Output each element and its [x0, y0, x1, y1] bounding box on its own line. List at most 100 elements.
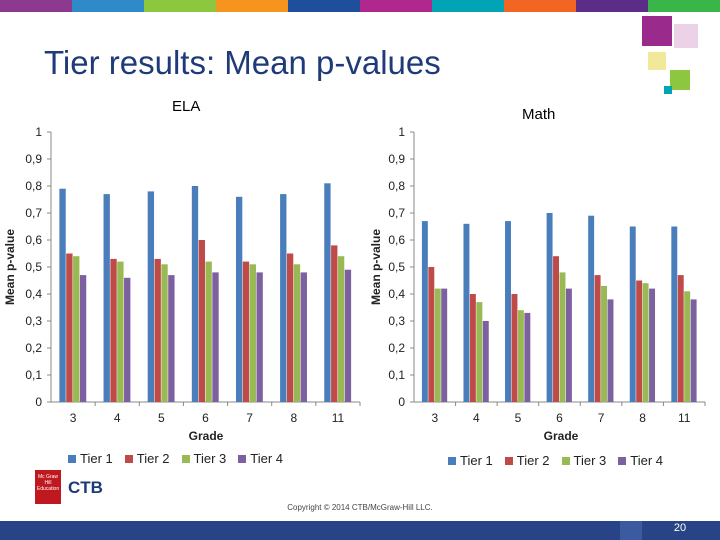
x-tick-label: 6 — [202, 411, 209, 425]
y-tick-label: 0 — [398, 395, 405, 409]
tier-results-charts: 0 0,1 0,2 0,3 0,4 0,5 0,6 0,7 0,8 0,9 1 3 4 5 6 7 8 11 Gra… — [3, 125, 706, 443]
top-bar-segment — [360, 0, 432, 12]
bar-tier-2 — [66, 253, 73, 402]
legend-item: Tier 3 — [561, 453, 607, 468]
bar-tier-2 — [242, 261, 250, 402]
y-axis-title: Mean p-value — [369, 229, 383, 305]
bar-tier-4 — [212, 272, 219, 402]
legend-swatch — [618, 456, 627, 465]
bar-tier-2 — [286, 253, 294, 402]
legend-item: Tier 1 — [448, 453, 493, 468]
bar-tier-1 — [505, 221, 511, 402]
top-bar-segment — [72, 0, 144, 12]
legend-label: Tier 2 — [516, 453, 550, 468]
bar-tier-3 — [601, 285, 608, 402]
bar-tier-1 — [629, 226, 636, 402]
bar-tier-2 — [110, 258, 117, 402]
y-tick-label: 0,5 — [388, 260, 405, 274]
legend-swatch — [238, 454, 247, 463]
x-axis-title: Grade — [189, 429, 224, 443]
mcgraw-hill-logo: Mc Graw Hill Education — [35, 470, 61, 504]
bar-tier-3 — [476, 302, 483, 402]
top-bar-segment — [576, 0, 648, 12]
y-tick-label: 0,6 — [25, 233, 42, 247]
bar-tier-3 — [337, 256, 345, 402]
x-tick-label: 8 — [639, 411, 646, 425]
bar-tier-4 — [482, 321, 489, 402]
bar-tier-1 — [421, 221, 428, 402]
bar-tier-1 — [463, 223, 470, 402]
y-tick-label: 1 — [35, 125, 42, 139]
x-tick-label: 4 — [473, 411, 480, 425]
bar-tier-4 — [79, 275, 87, 402]
top-bar-segment — [648, 0, 720, 12]
legend-swatch — [68, 454, 76, 463]
bar-tier-4 — [168, 275, 175, 402]
y-tick-label: 0,7 — [25, 206, 42, 220]
legend-swatch — [124, 454, 133, 463]
x-tick-label: 7 — [598, 411, 605, 425]
x-tick-label: 5 — [515, 411, 522, 425]
legend-swatch — [504, 456, 513, 465]
legend-label: Tier 3 — [573, 453, 607, 468]
footer-accent — [620, 521, 642, 540]
top-bar-segment — [216, 0, 288, 12]
y-tick-label: 0,3 — [25, 314, 42, 328]
bar-tier-3 — [73, 256, 80, 402]
bar-tier-3 — [559, 272, 566, 402]
bar-tier-2 — [331, 245, 338, 402]
x-tick-label: 6 — [556, 411, 563, 425]
math-legend: Tier 1 Tier 2 Tier 3 Tier 4 — [448, 453, 675, 468]
bar-tier-4 — [256, 272, 263, 402]
x-tick-label: 3 — [431, 411, 438, 425]
bar-tier-4 — [300, 272, 307, 402]
y-tick-label: 0,9 — [388, 152, 405, 166]
ela-chart-title: ELA — [172, 98, 201, 115]
bar-tier-1 — [324, 183, 331, 402]
top-bar-segment — [504, 0, 576, 12]
decorative-square-yellow — [648, 52, 666, 70]
legend-item: Tier 1 — [68, 451, 113, 466]
bar-tier-1 — [546, 213, 553, 402]
legend-label: Tier 1 — [80, 451, 113, 466]
bar-tier-4 — [524, 312, 531, 402]
top-bar-segment — [144, 0, 216, 12]
decorative-square-teal — [664, 86, 672, 94]
legend-label: Tier 2 — [136, 451, 170, 466]
y-tick-label: 0,1 — [388, 368, 405, 382]
y-tick-label: 0 — [35, 395, 42, 409]
bar-tier-1 — [147, 191, 155, 402]
legend-label: Tier 1 — [460, 453, 493, 468]
y-tick-label: 0,4 — [388, 287, 405, 301]
decorative-square-pink — [674, 24, 698, 48]
ela-legend: Tier 1 Tier 2 Tier 3 Tier 4 — [68, 451, 295, 466]
ctb-logo-text: CTB — [68, 478, 103, 497]
legend-swatch — [448, 456, 456, 465]
y-tick-label: 0,2 — [25, 341, 42, 355]
legend-swatch — [561, 456, 570, 465]
logo-badge-text: Mc Graw Hill Education — [36, 474, 60, 492]
top-bar-segment — [432, 0, 504, 12]
bar-tier-1 — [59, 188, 66, 402]
bar-tier-3 — [684, 291, 691, 402]
bar-tier-3 — [293, 264, 301, 402]
legend-item: Tier 4 — [238, 451, 283, 466]
top-color-bar — [0, 0, 720, 12]
bar-tier-2 — [636, 280, 643, 402]
bar-tier-3 — [434, 288, 441, 402]
legend-item: Tier 2 — [124, 451, 170, 466]
bar-tier-1 — [671, 226, 678, 402]
page-number: 20 — [673, 522, 687, 534]
bar-tier-4 — [124, 277, 131, 402]
bar-tier-4 — [344, 269, 352, 402]
legend-label: Tier 4 — [250, 451, 283, 466]
x-tick-label: 11 — [678, 411, 691, 425]
bar-tier-3 — [642, 283, 649, 402]
bar-tier-4 — [649, 288, 656, 402]
legend-item: Tier 2 — [504, 453, 550, 468]
bar-tier-3 — [249, 264, 256, 402]
bar-tier-4 — [565, 288, 572, 402]
bar-tier-2 — [198, 240, 205, 402]
bar-tier-1 — [235, 196, 243, 402]
y-axis-title: Mean p-value — [3, 229, 17, 305]
